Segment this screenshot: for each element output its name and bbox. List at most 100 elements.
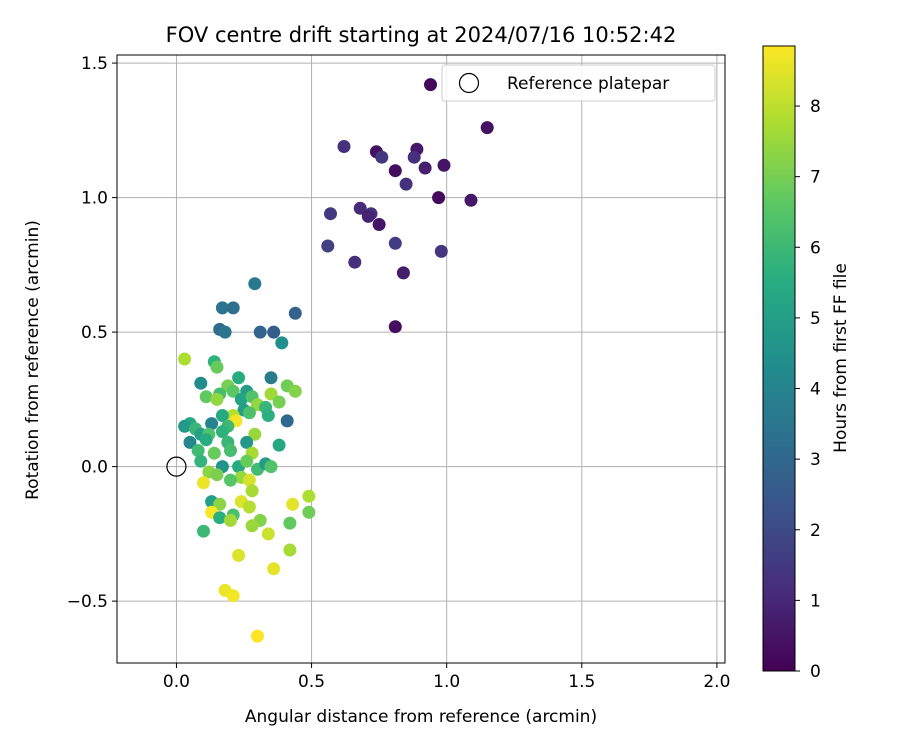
data-point (321, 239, 335, 253)
legend-box (441, 64, 716, 102)
data-point (205, 417, 219, 431)
data-point (248, 277, 262, 291)
data-point (264, 460, 278, 474)
colorbar-ticks: 0 1 2 3 4 5 6 7 8 (795, 97, 821, 682)
data-point (261, 527, 275, 541)
y-axis-label: Rotation from reference (arcmin) (23, 220, 43, 500)
data-point (194, 454, 208, 468)
data-point (242, 500, 256, 514)
data-point (251, 629, 264, 643)
data-point (240, 435, 254, 449)
colorbar-tick-label: 5 (810, 309, 821, 329)
data-point (178, 419, 192, 433)
data-point (210, 468, 224, 482)
data-point (283, 543, 297, 557)
data-point (288, 384, 302, 398)
data-point (242, 406, 256, 420)
data-point (348, 255, 362, 269)
data-point (232, 371, 246, 385)
data-point (399, 177, 413, 191)
data-point (324, 207, 337, 221)
data-point (375, 150, 389, 164)
data-point (240, 454, 254, 468)
data-point (288, 306, 302, 320)
x-tick-label: 0.0 (163, 672, 190, 692)
y-tick-label: −0.5 (67, 592, 108, 612)
data-point (280, 414, 294, 428)
data-point (437, 158, 451, 172)
data-point (215, 425, 229, 439)
data-point (407, 150, 421, 164)
data-point (388, 320, 402, 334)
data-point (464, 193, 478, 207)
x-axis-ticks: 0.0 0.5 1.0 1.5 2.0 (163, 663, 730, 692)
colorbar-tick-label: 3 (810, 450, 821, 470)
y-tick-label: 0.0 (81, 458, 108, 478)
data-point (418, 161, 432, 175)
x-tick-label: 1.0 (433, 672, 460, 692)
data-point (286, 497, 300, 511)
data-point (434, 244, 448, 258)
data-point (224, 513, 237, 527)
data-point (234, 392, 248, 406)
data-point (261, 409, 275, 422)
data-point (199, 390, 213, 404)
reference-marker (166, 456, 187, 477)
data-point (275, 336, 289, 350)
reference-marker-group (166, 456, 187, 477)
x-axis-label: Angular distance from reference (arcmin) (245, 707, 597, 727)
data-point (213, 497, 227, 511)
data-point (424, 78, 437, 92)
y-tick-label: 1.0 (81, 189, 108, 209)
legend-label-reference: Reference platepar (507, 74, 669, 94)
y-tick-label: 0.5 (81, 323, 108, 343)
data-point (178, 352, 192, 366)
plot-frame (116, 54, 726, 664)
data-point (264, 387, 278, 401)
data-point (218, 325, 232, 339)
data-point (242, 473, 256, 487)
data-points (178, 78, 494, 643)
data-point (199, 433, 213, 447)
x-tick-label: 2.0 (703, 672, 730, 692)
y-tick-label: 1.5 (81, 54, 108, 74)
data-point (353, 201, 367, 215)
data-point (267, 562, 281, 576)
data-point (283, 516, 297, 530)
data-point (272, 438, 286, 452)
colorbar-tick-label: 6 (810, 238, 821, 258)
data-point (197, 476, 210, 490)
data-point (396, 266, 410, 280)
data-point (210, 392, 224, 406)
data-point (232, 548, 246, 562)
data-point (245, 519, 259, 533)
data-point (210, 360, 224, 374)
data-point (224, 444, 237, 457)
x-tick-label: 1.5 (568, 672, 595, 692)
data-point (388, 236, 402, 250)
data-point (197, 524, 210, 538)
x-tick-label: 0.5 (298, 672, 325, 692)
data-point (267, 325, 281, 339)
y-axis-ticks: −0.5 0.0 0.5 1.0 1.5 (67, 54, 117, 612)
data-point (264, 371, 278, 385)
data-point (226, 589, 240, 603)
colorbar-tick-label: 7 (810, 168, 821, 188)
data-point (248, 427, 262, 441)
data-point (337, 140, 351, 153)
data-point (272, 395, 286, 409)
data-point (432, 191, 446, 205)
colorbar-tick-label: 0 (810, 662, 821, 682)
chart-title: FOV centre drift starting at 2024/07/16 … (166, 23, 677, 47)
data-point (302, 505, 316, 519)
data-point (388, 164, 402, 178)
colorbar (762, 45, 796, 672)
data-point (215, 301, 229, 315)
data-point (253, 325, 267, 339)
data-point (302, 489, 316, 503)
data-point (215, 409, 229, 422)
data-point (361, 209, 375, 223)
legend: Reference platepar (441, 64, 716, 102)
colorbar-tick-label: 4 (810, 380, 821, 400)
